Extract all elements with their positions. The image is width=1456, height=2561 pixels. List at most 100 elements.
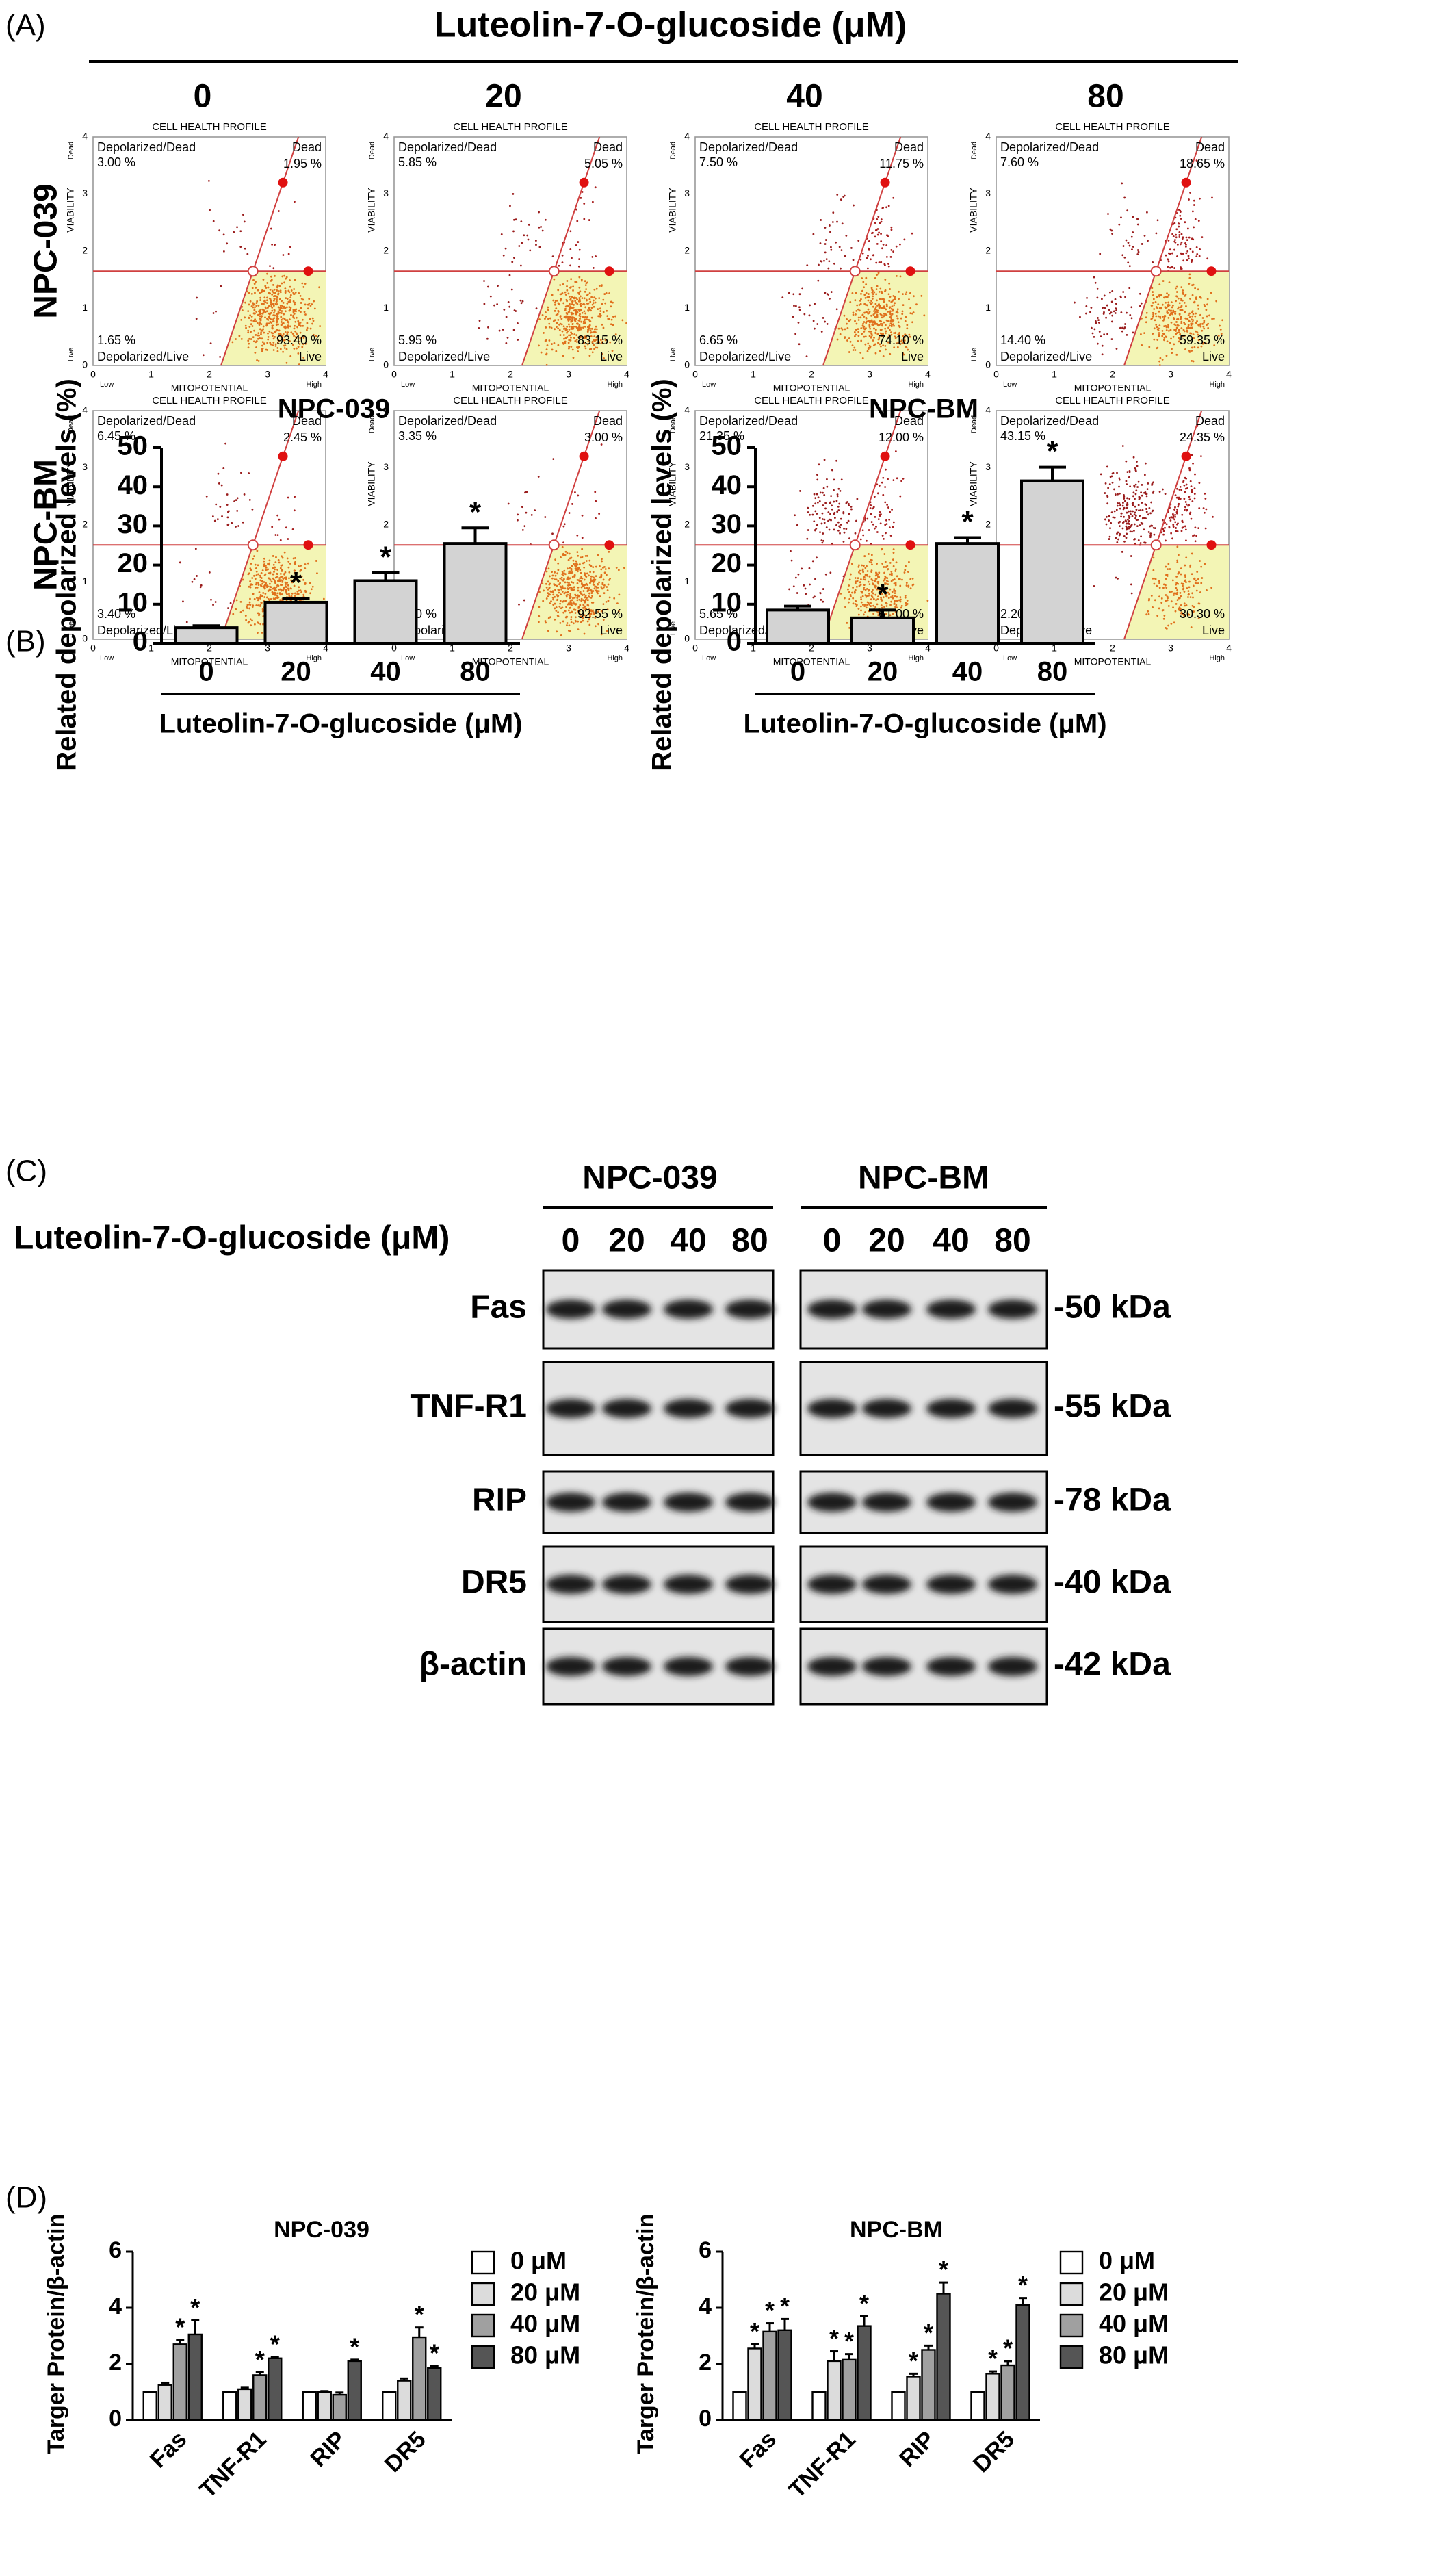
event-dot [868,529,870,531]
event-dot [866,311,868,313]
event-dot [909,578,912,580]
event-dot [849,593,852,596]
event-dot [274,566,276,569]
event-dot [623,567,625,569]
percent: 12.00 % [879,430,924,444]
event-dot [272,283,274,286]
x-end: Low [702,654,716,662]
event-dot [569,557,571,560]
event-dot [1146,211,1148,214]
event-dot [1131,530,1133,533]
gate-center [247,539,259,551]
event-dot [558,264,560,267]
event-dot [1165,539,1167,542]
event-dot [1170,301,1173,304]
x-tick-label: 80 [460,657,491,687]
event-dot [569,248,572,250]
event-dot [202,354,205,357]
event-dot [1180,322,1183,324]
event-dot [1141,522,1143,525]
event-dot [589,571,592,574]
event-dot [1217,335,1220,337]
event-dot [1152,291,1154,293]
event-dot [507,301,510,303]
event-dot [569,593,572,595]
event-dot [278,309,281,311]
event-dot [261,289,263,292]
event-dot [1135,519,1138,522]
event-dot [1123,196,1126,199]
event-dot [564,340,567,343]
event-dot [874,316,876,319]
event-dot [905,602,907,604]
event-dot [570,581,573,583]
event-dot [595,336,598,339]
event-dot [896,477,898,480]
event-dot [182,600,184,603]
event-dot [1193,346,1196,348]
event-dot [309,592,311,595]
event-dot [521,242,523,244]
event-dot [1147,513,1149,516]
event-dot [892,565,895,567]
event-dot [1205,342,1208,345]
event-dot [304,567,307,569]
event-dot [1211,196,1213,199]
event-dot [826,323,829,325]
event-dot [593,587,596,590]
event-dot [1188,467,1191,469]
event-dot [300,298,303,300]
event-dot [573,333,576,335]
event-dot [312,333,315,336]
plot-title: CELL HEALTH PROFILE [754,395,869,407]
event-dot [882,344,885,347]
event-dot [818,517,821,519]
event-dot [881,316,883,319]
event-dot [1156,296,1158,298]
band [725,1300,775,1319]
event-dot [1121,330,1123,333]
event-dot [846,501,848,503]
event-dot [847,519,850,522]
event-dot [1193,487,1196,490]
event-dot [1220,333,1223,335]
event-dot [901,578,903,581]
event-dot [573,601,575,604]
event-dot [1107,213,1109,215]
event-dot [906,600,909,602]
event-dot [578,297,581,299]
gate-handle [604,540,614,550]
event-dot [276,289,278,292]
event-dot [608,578,610,581]
event-dot [284,287,287,290]
bar [850,616,915,645]
event-dot [870,332,873,335]
event-dot [828,528,831,531]
event-dot [887,478,889,480]
event-dot [1179,211,1182,214]
event-dot [557,569,560,571]
event-dot [258,614,260,617]
event-dot [606,586,608,588]
event-dot [609,341,612,344]
event-dot [259,337,261,339]
event-dot [870,605,872,607]
event-dot [270,343,272,346]
lane-label: 80 [994,1223,1030,1259]
event-dot [302,324,304,327]
band [807,1399,857,1418]
event-dot [1104,482,1107,485]
event-dot [222,467,225,469]
event-dot [603,357,605,359]
event-dot [867,320,869,322]
event-dot [322,597,325,600]
band [988,1493,1037,1512]
event-dot [272,597,275,600]
event-dot [278,588,281,591]
event-dot [920,294,923,297]
event-dot [1184,242,1186,244]
event-dot [1182,584,1184,587]
event-dot [889,511,892,513]
event-dot [578,324,581,326]
event-dot [580,309,582,311]
